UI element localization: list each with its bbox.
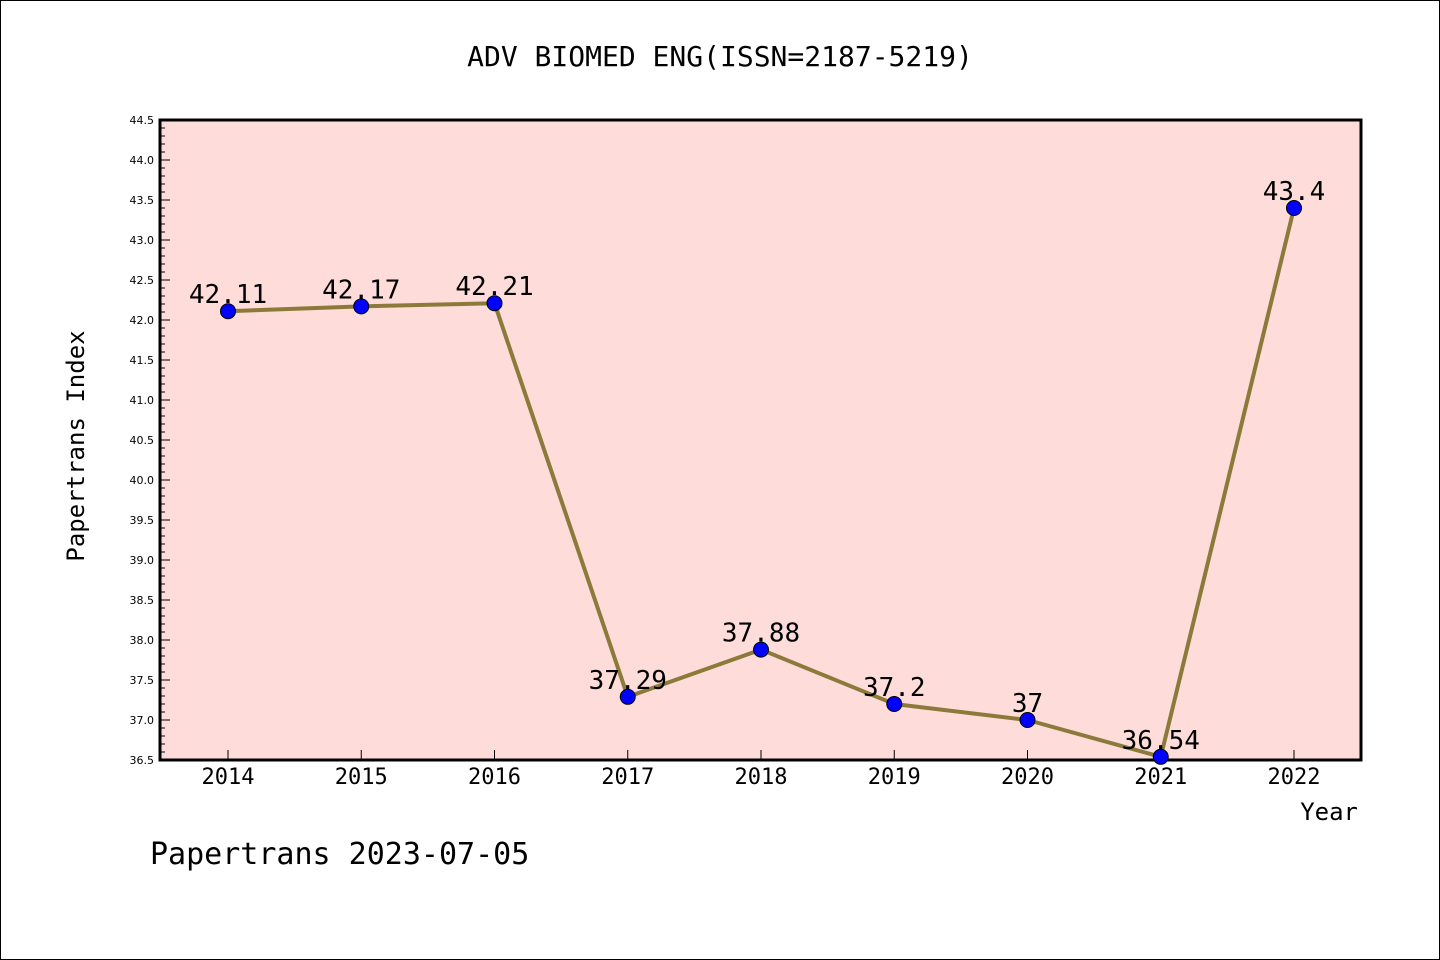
data-point: [1286, 200, 1302, 216]
y-tick-label: 37.5: [130, 674, 155, 687]
x-tick-label: 2020: [1001, 765, 1054, 790]
y-tick-label: 43.5: [130, 194, 155, 207]
y-tick-label: 44.5: [130, 114, 155, 127]
y-tick-label: 37.0: [130, 714, 155, 727]
y-tick-label: 42.5: [130, 274, 155, 287]
y-tick-label: 40.5: [130, 434, 155, 447]
y-tick-label: 38.5: [130, 594, 155, 607]
data-point: [1152, 748, 1169, 765]
data-label: 42.21: [455, 272, 533, 302]
data-label: 37: [1012, 689, 1043, 719]
chart-title: ADV BIOMED ENG(ISSN=2187-5219): [467, 40, 973, 73]
data-point: [353, 298, 370, 315]
y-tick-label: 40.0: [130, 474, 155, 487]
data-point: [1019, 712, 1036, 728]
x-tick-label: 2015: [335, 765, 388, 790]
y-tick-label: 39.5: [130, 514, 155, 527]
data-label: 43.4: [1263, 177, 1326, 207]
data-points: [220, 200, 1302, 765]
y-axis: 36.5 37.0 37.5 38.0 38.5 39.0 39.5 40.0 40.5 41.0…: [130, 114, 170, 767]
x-tick-label: 2016: [468, 765, 521, 790]
x-axis: 2014 2015 2016 2017 2018 2019 2020 2021 2022: [202, 750, 1321, 790]
y-tick-label: 44.0: [130, 154, 155, 167]
data-label: 37.29: [589, 666, 667, 696]
x-tick-label: 2014: [202, 765, 255, 790]
x-tick-label: 2021: [1134, 765, 1187, 790]
y-tick-label: 41.5: [130, 354, 155, 367]
y-tick-label: 42.0: [130, 314, 155, 327]
data-point: [220, 303, 236, 320]
y-tick-label: 38.0: [130, 634, 155, 647]
data-label: 37.2: [863, 673, 926, 703]
x-axis-label: Year: [1300, 798, 1358, 826]
data-labels: 42.11 42.17 42.21 37.29 37.88 37.2 37 36.54 43.4: [189, 177, 1325, 756]
x-tick-label: 2019: [868, 765, 921, 790]
y-axis-label: Papertrans Index: [62, 330, 90, 561]
data-point: [886, 696, 903, 712]
y-tick-label: 41.0: [130, 394, 155, 407]
data-label: 36.54: [1122, 726, 1200, 756]
data-label: 37.88: [722, 619, 800, 649]
x-tick-label: 2018: [735, 765, 788, 790]
data-label: 42.17: [322, 275, 400, 305]
data-point: [753, 641, 769, 658]
data-point: [619, 688, 636, 705]
y-tick-label: 43.0: [130, 234, 155, 247]
x-tick-label: 2022: [1268, 765, 1321, 790]
data-label: 42.11: [189, 280, 267, 310]
y-tick-label: 36.5: [130, 754, 155, 767]
plot-area: [158, 118, 1363, 762]
y-tick-label: 39.0: [130, 554, 155, 567]
footer-text: Papertrans 2023-07-05: [150, 837, 529, 872]
x-tick-label: 2017: [601, 765, 654, 790]
data-point: [486, 295, 503, 312]
